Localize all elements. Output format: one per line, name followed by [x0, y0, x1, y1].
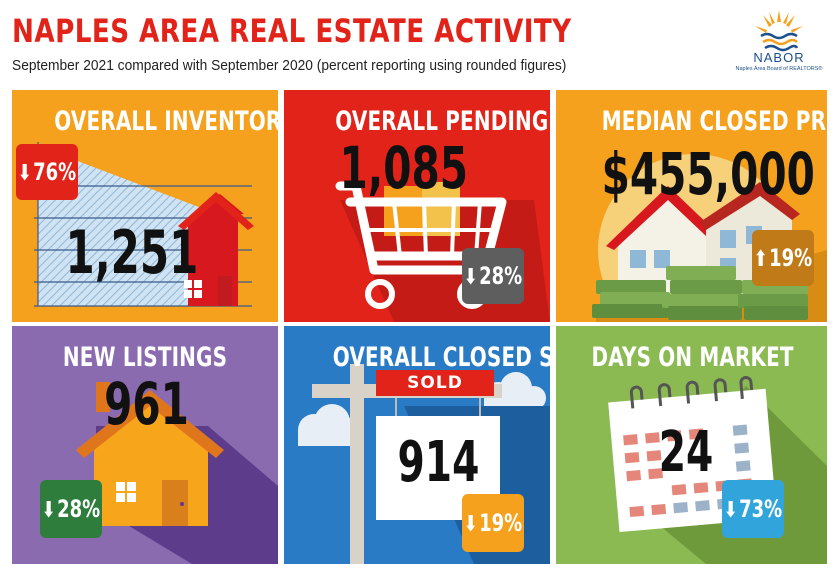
sold-sign-label: SOLD	[407, 373, 463, 393]
house-chart-icon	[34, 142, 254, 307]
closed-title: OVERALL CLOSED SALES	[332, 342, 550, 373]
pending-title: OVERALL PENDING SALES	[335, 106, 550, 137]
logo-name: NABOR	[753, 50, 805, 65]
inventory-value: 1,251	[65, 218, 199, 288]
dom-value: 24	[658, 420, 714, 485]
listings-change-badge: ⬇28%	[40, 480, 102, 538]
header: NAPLES AREA REAL ESTATE ACTIVITY Septemb…	[0, 0, 839, 86]
arrow-down-icon: ⬇	[463, 265, 478, 290]
pending-value: 1,085	[339, 134, 469, 202]
inventory-change-badge: ⬇76%	[16, 144, 78, 200]
listings-value: 961	[104, 370, 190, 438]
logo-subtitle: Naples Area Board of REALTORS®	[735, 66, 823, 72]
listings-title: NEW LISTINGS	[62, 342, 228, 373]
sold-sign-icon	[298, 364, 550, 564]
inventory-title: OVERALL INVENTORY	[54, 106, 278, 137]
dom-title: DAYS ON MARKET	[591, 342, 794, 373]
panel-overall-inventory: OVERALL INVENTORY 1,251 ⬇76%	[12, 90, 278, 322]
arrow-down-icon: ⬇	[463, 512, 478, 537]
dom-change-badge: ⬇73%	[722, 480, 784, 538]
closed-value: 914	[397, 430, 479, 495]
pending-change-badge: ⬇28%	[462, 248, 524, 304]
price-change-badge: ⬆19%	[752, 230, 814, 286]
price-value: $455,000	[601, 140, 815, 208]
panel-new-listings: NEW LISTINGS 961 ⬇28%	[12, 326, 278, 564]
panel-overall-closed-sales: OVERALL CLOSED SALES SOLD 914 ⬇19%	[284, 326, 550, 564]
arrow-down-icon: ⬇	[723, 498, 738, 523]
panel-overall-pending-sales: OVERALL PENDING SALES 1,085 ⬇28%	[284, 90, 550, 322]
arrow-down-icon: ⬇	[17, 161, 32, 186]
house-icon	[76, 382, 278, 564]
panel-days-on-market: DAYS ON MARKET 24 ⬇73%	[556, 326, 827, 564]
arrow-down-icon: ⬇	[41, 498, 56, 523]
page-subtitle: September 2021 compared with September 2…	[12, 58, 567, 74]
arrow-up-icon: ⬆	[753, 247, 768, 272]
price-title: MEDIAN CLOSED PRICE	[601, 106, 827, 137]
panel-median-closed-price: MEDIAN CLOSED PRICE $455,000 ⬆19%	[556, 90, 827, 322]
page-title: NAPLES AREA REAL ESTATE ACTIVITY	[12, 12, 572, 50]
nabor-logo: NABOR Naples Area Board of REALTORS®	[733, 6, 825, 78]
closed-change-badge: ⬇19%	[462, 494, 524, 552]
sun-over-waves-logo-icon	[755, 10, 803, 52]
